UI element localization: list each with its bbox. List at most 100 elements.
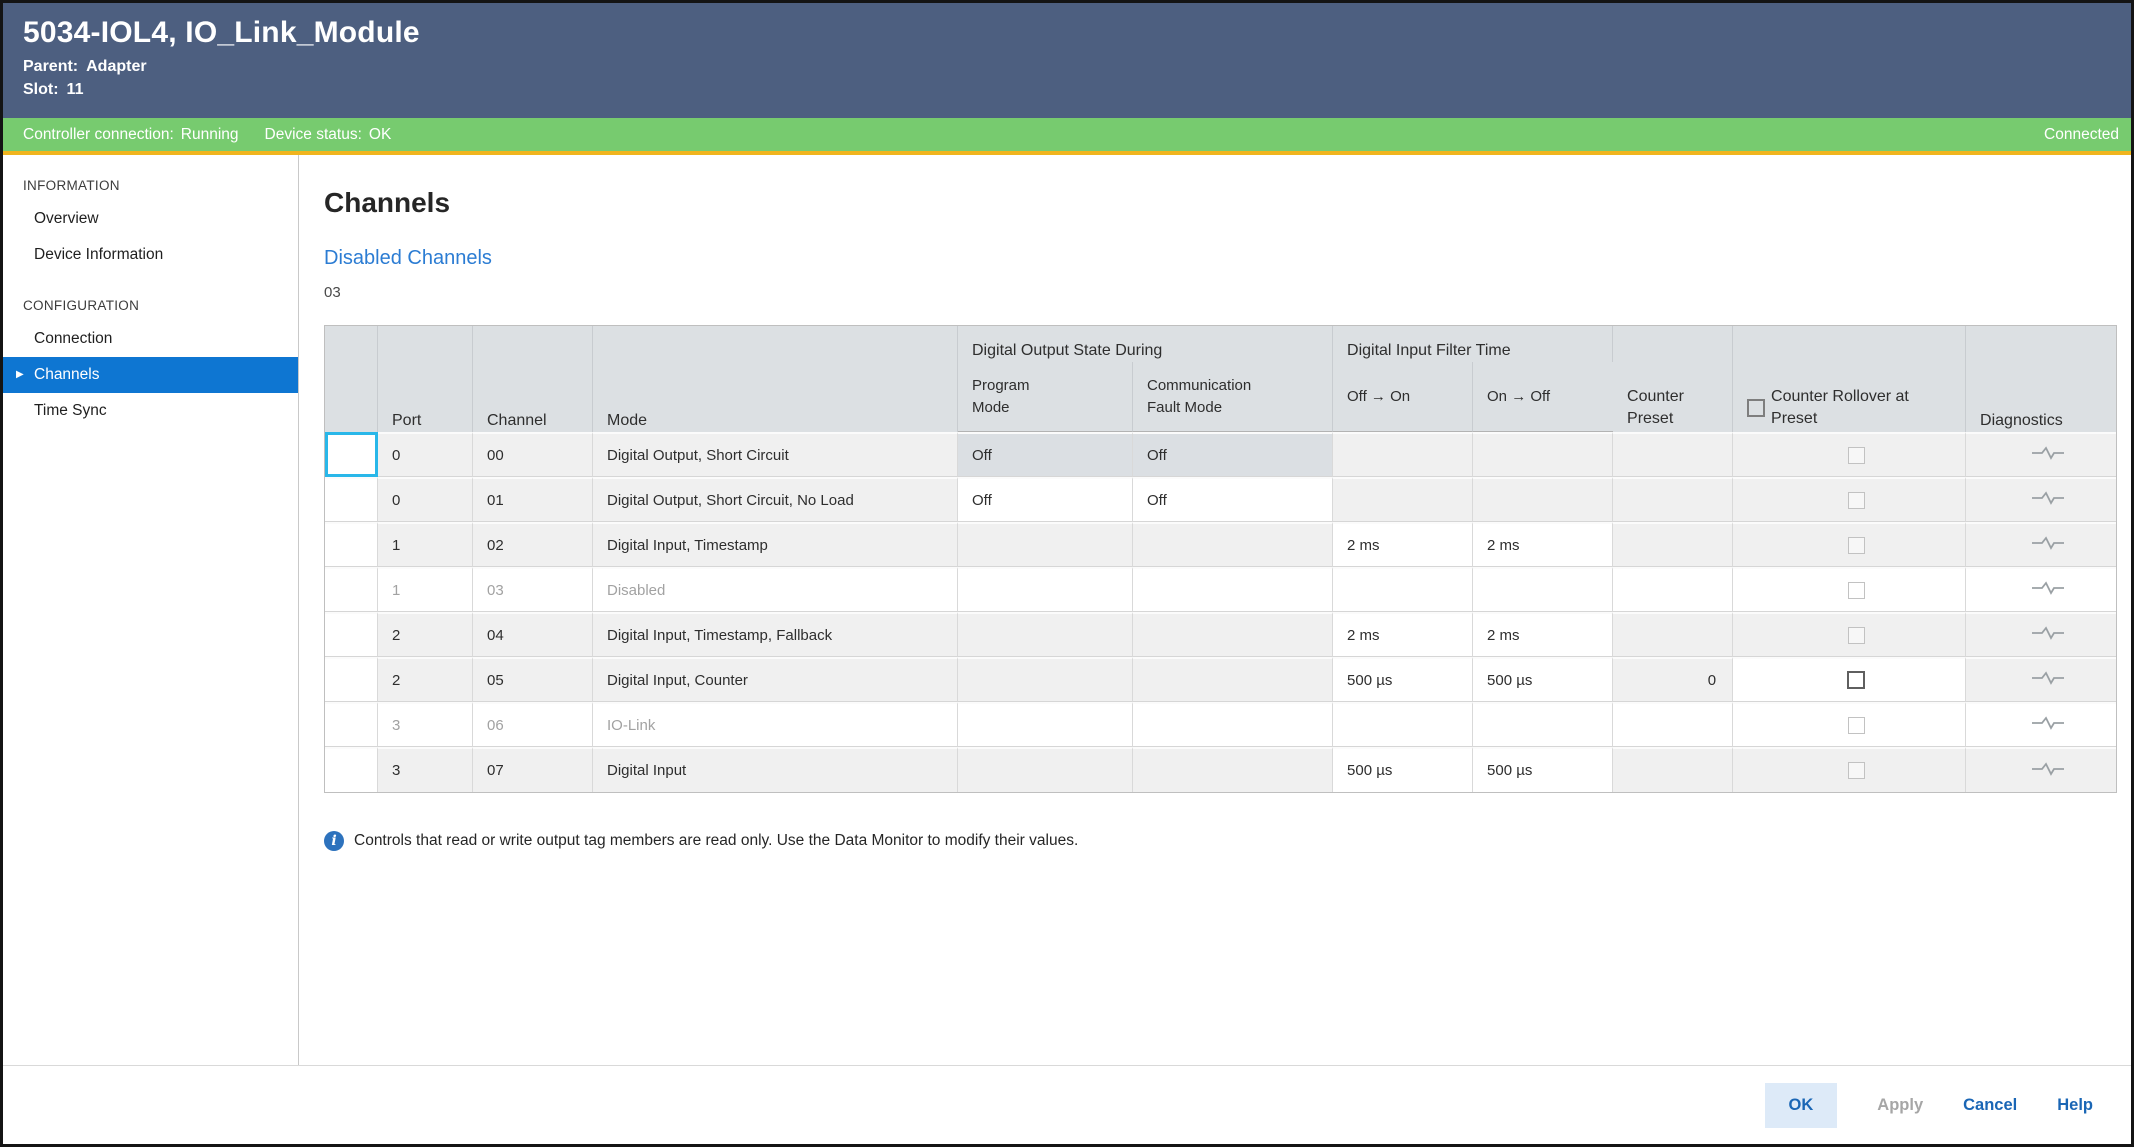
cancel-button[interactable]: Cancel (1963, 1095, 2018, 1114)
program-mode-cell (958, 657, 1133, 702)
row-selector[interactable] (325, 612, 378, 657)
counter-rollover-cell (1733, 567, 1967, 612)
off-to-on-cell[interactable]: 2 ms (1333, 522, 1474, 567)
slot-label: Slot: (23, 81, 59, 98)
channels-table: Port Channel Mode Digital Output State D… (324, 325, 2118, 793)
diagnostics-cell (1966, 567, 2117, 612)
diagnostics-pulse-icon (2032, 536, 2065, 550)
row-selector[interactable] (325, 567, 378, 612)
counter-rollover-cell (1733, 657, 1967, 702)
on-to-off-cell (1473, 702, 1614, 747)
row-selector[interactable] (325, 522, 378, 567)
counter-rollover-cell (1733, 747, 1967, 792)
help-button[interactable]: Help (2057, 1095, 2093, 1114)
mode-cell: Digital Input (593, 747, 958, 792)
diagnostics-pulse-icon (2032, 671, 2065, 685)
slot-line: Slot: 11 (23, 81, 2131, 99)
diagnostics-cell (1966, 612, 2117, 657)
row-selector[interactable] (325, 747, 378, 792)
counter-rollover-checkbox (1847, 716, 1865, 734)
col-header-comm-fault-mode: Communication Fault Mode (1133, 362, 1334, 432)
channel-cell: 07 (473, 747, 593, 792)
device-status: Device status: OK (264, 125, 392, 143)
row-selector[interactable] (325, 477, 378, 522)
disabled-channels-link[interactable]: Disabled Channels (324, 247, 492, 269)
counter-preset-cell (1613, 702, 1734, 747)
comm-fault-mode-cell (1133, 657, 1334, 702)
channel-cell: 00 (473, 432, 593, 477)
channel-cell: 02 (473, 522, 593, 567)
diagnostics-pulse-icon (2032, 581, 2065, 595)
diagnostics-pulse-icon (2032, 626, 2065, 640)
apply-button[interactable]: Apply (1877, 1095, 1924, 1114)
counter-preset-cell[interactable]: 0 (1613, 657, 1734, 702)
sidebar-item-device-information[interactable]: Device Information (34, 246, 164, 263)
row-selector[interactable] (325, 702, 378, 747)
port-cell: 2 (378, 612, 473, 657)
on-to-off-cell[interactable]: 500 µs (1473, 657, 1614, 702)
mode-cell: Digital Output, Short Circuit, No Load (593, 477, 958, 522)
parent-label: Parent: (23, 58, 79, 75)
off-to-on-cell[interactable]: 2 ms (1333, 612, 1474, 657)
parent-line: Parent: Adapter (23, 58, 2131, 76)
off-to-on-cell[interactable]: 500 µs (1333, 747, 1474, 792)
comm-fault-mode-cell[interactable]: Off (1133, 432, 1334, 477)
table-row-channel-00: 0 00 Digital Output, Short Circuit Off O… (325, 432, 2117, 477)
port-cell: 1 (378, 567, 473, 612)
on-to-off-cell[interactable]: 500 µs (1473, 747, 1614, 792)
note-text: Controls that read or write output tag m… (354, 832, 1079, 849)
sidebar-heading-configuration: CONFIGURATION (23, 298, 140, 313)
slot-value: 11 (66, 81, 84, 98)
counter-preset-cell (1613, 747, 1734, 792)
table-row-channel-01: 0 01 Digital Output, Short Circuit, No L… (325, 477, 2117, 522)
row-selector[interactable] (325, 657, 378, 702)
off-to-on-cell (1333, 702, 1474, 747)
on-to-off-cell[interactable]: 2 ms (1473, 522, 1614, 567)
counter-rollover-cell (1733, 702, 1967, 747)
sidebar-item-overview[interactable]: Overview (34, 210, 99, 227)
counter-rollover-header-checkbox[interactable] (1747, 399, 1766, 417)
sidebar-item-time-sync[interactable]: Time Sync (34, 402, 107, 419)
diagnostics-cell (1966, 477, 2117, 522)
on-to-off-cell[interactable]: 2 ms (1473, 612, 1614, 657)
counter-preset-cell (1613, 567, 1734, 612)
program-mode-cell[interactable]: Off (958, 432, 1133, 477)
counter-rollover-checkbox[interactable] (1847, 671, 1866, 690)
diagnostics-cell (1966, 657, 2117, 702)
sidebar: INFORMATION Overview Device Information … (3, 155, 299, 1065)
diagnostics-cell (1966, 432, 2117, 477)
program-mode-cell (958, 747, 1133, 792)
comm-fault-mode-cell[interactable]: Off (1133, 477, 1334, 522)
sidebar-item-connection[interactable]: Connection (34, 330, 113, 347)
off-to-on-cell (1333, 477, 1474, 522)
counter-rollover-cell (1733, 432, 1967, 477)
program-mode-cell[interactable]: Off (958, 477, 1133, 522)
col-header-counter-preset: Counter Preset (1613, 326, 1734, 432)
row-selector[interactable] (325, 432, 378, 477)
sidebar-item-channels[interactable]: ▶ Channels (3, 357, 298, 393)
port-cell: 0 (378, 477, 473, 522)
ok-button[interactable]: OK (1764, 1082, 1838, 1128)
on-to-off-cell (1473, 477, 1614, 522)
mode-cell: Digital Input, Timestamp (593, 522, 958, 567)
diagnostics-pulse-icon (2032, 716, 2065, 730)
col-header-channel: Channel (473, 326, 593, 432)
controller-connection-status: Controller connection: Running (23, 125, 239, 143)
col-header-counter-rollover: Counter Rollover at Preset (1733, 326, 1967, 432)
selected-item-arrow-icon: ▶ (16, 369, 24, 380)
port-cell: 2 (378, 657, 473, 702)
table-row-channel-04: 2 04 Digital Input, Timestamp, Fallback … (325, 612, 2117, 657)
accent-divider (3, 151, 2131, 155)
table-row-channel-03: 1 03 Disabled (325, 567, 2117, 612)
mode-cell: Digital Input, Counter (593, 657, 958, 702)
mode-cell: Digital Output, Short Circuit (593, 432, 958, 477)
col-header-diagnostics: Diagnostics (1966, 326, 2117, 432)
off-to-on-cell[interactable]: 500 µs (1333, 657, 1474, 702)
diagnostics-cell (1966, 522, 2117, 567)
info-icon: i (324, 831, 344, 851)
counter-preset-cell (1613, 432, 1734, 477)
col-header-port: Port (378, 326, 473, 432)
diagnostics-cell (1966, 702, 2117, 747)
diagnostics-pulse-icon (2032, 491, 2065, 505)
